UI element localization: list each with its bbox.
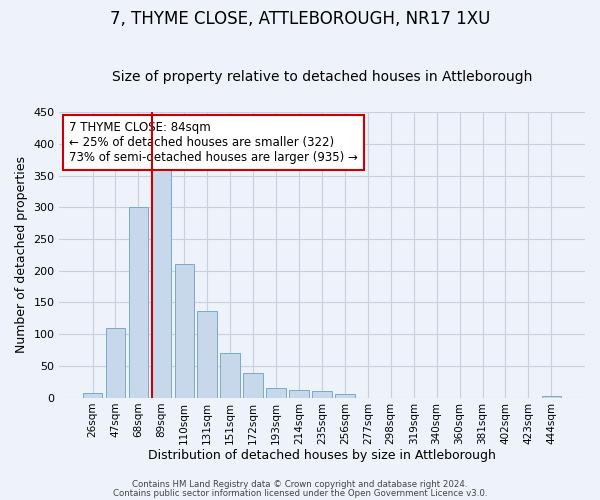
Bar: [220, 353, 240, 398]
Bar: [266, 388, 286, 398]
X-axis label: Distribution of detached houses by size in Attleborough: Distribution of detached houses by size …: [148, 450, 496, 462]
Bar: [128, 208, 148, 398]
Title: Size of property relative to detached houses in Attleborough: Size of property relative to detached ho…: [112, 70, 532, 85]
Bar: [175, 264, 194, 398]
Bar: [152, 169, 171, 398]
Text: Contains HM Land Registry data © Crown copyright and database right 2024.: Contains HM Land Registry data © Crown c…: [132, 480, 468, 489]
Bar: [289, 390, 309, 398]
Bar: [542, 396, 561, 398]
Bar: [197, 312, 217, 398]
Bar: [335, 394, 355, 398]
Y-axis label: Number of detached properties: Number of detached properties: [15, 156, 28, 354]
Text: 7, THYME CLOSE, ATTLEBOROUGH, NR17 1XU: 7, THYME CLOSE, ATTLEBOROUGH, NR17 1XU: [110, 10, 490, 28]
Bar: [83, 392, 102, 398]
Text: Contains public sector information licensed under the Open Government Licence v3: Contains public sector information licen…: [113, 488, 487, 498]
Bar: [106, 328, 125, 398]
Text: 7 THYME CLOSE: 84sqm
← 25% of detached houses are smaller (322)
73% of semi-deta: 7 THYME CLOSE: 84sqm ← 25% of detached h…: [70, 120, 358, 164]
Bar: [312, 392, 332, 398]
Bar: [244, 373, 263, 398]
